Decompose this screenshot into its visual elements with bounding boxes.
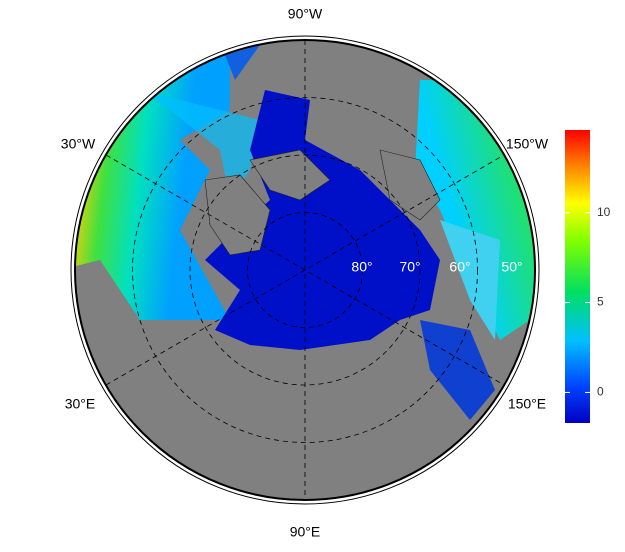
ocean xyxy=(225,45,260,80)
ocean xyxy=(440,220,500,340)
latitude-label: 50° xyxy=(501,259,522,275)
colorbar-tick-label: 10 xyxy=(597,205,611,219)
parallel xyxy=(189,154,421,386)
map-frame xyxy=(70,35,540,505)
longitude-label: 30°E xyxy=(65,396,96,412)
colorbar-tick-label: 5 xyxy=(597,295,604,309)
arctic-ocean xyxy=(205,90,440,350)
longitude-label: 90°E xyxy=(290,524,321,540)
parallel xyxy=(132,97,478,443)
island xyxy=(249,149,331,201)
labels: 90°W 30°W 150°W 30°E 150°E 90°E 80° 70° 60° 50° xyxy=(61,6,549,540)
longitude-label: 150°E xyxy=(508,396,546,412)
latitude-label: 60° xyxy=(449,259,470,275)
graticule xyxy=(105,40,505,500)
map-border xyxy=(74,39,536,501)
meridian xyxy=(105,154,505,386)
colorbar-gradient xyxy=(565,130,590,423)
longitude-label: 30°W xyxy=(61,136,96,152)
ocean xyxy=(420,320,495,420)
longitude-label: 150°W xyxy=(506,136,549,152)
colorbar: 0 5 10 xyxy=(565,130,611,423)
parallel xyxy=(247,212,363,328)
ocean xyxy=(140,90,260,200)
map-disk xyxy=(75,40,535,500)
latitude-label: 70° xyxy=(399,259,420,275)
alaska xyxy=(379,149,441,221)
latitude-label: 80° xyxy=(351,259,372,275)
longitude-label: 90°W xyxy=(288,6,323,22)
colorbar-tick-label: 0 xyxy=(597,385,604,399)
